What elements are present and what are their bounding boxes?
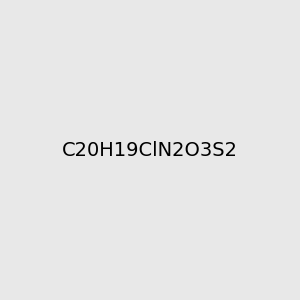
Text: C20H19ClN2O3S2: C20H19ClN2O3S2 <box>62 140 238 160</box>
